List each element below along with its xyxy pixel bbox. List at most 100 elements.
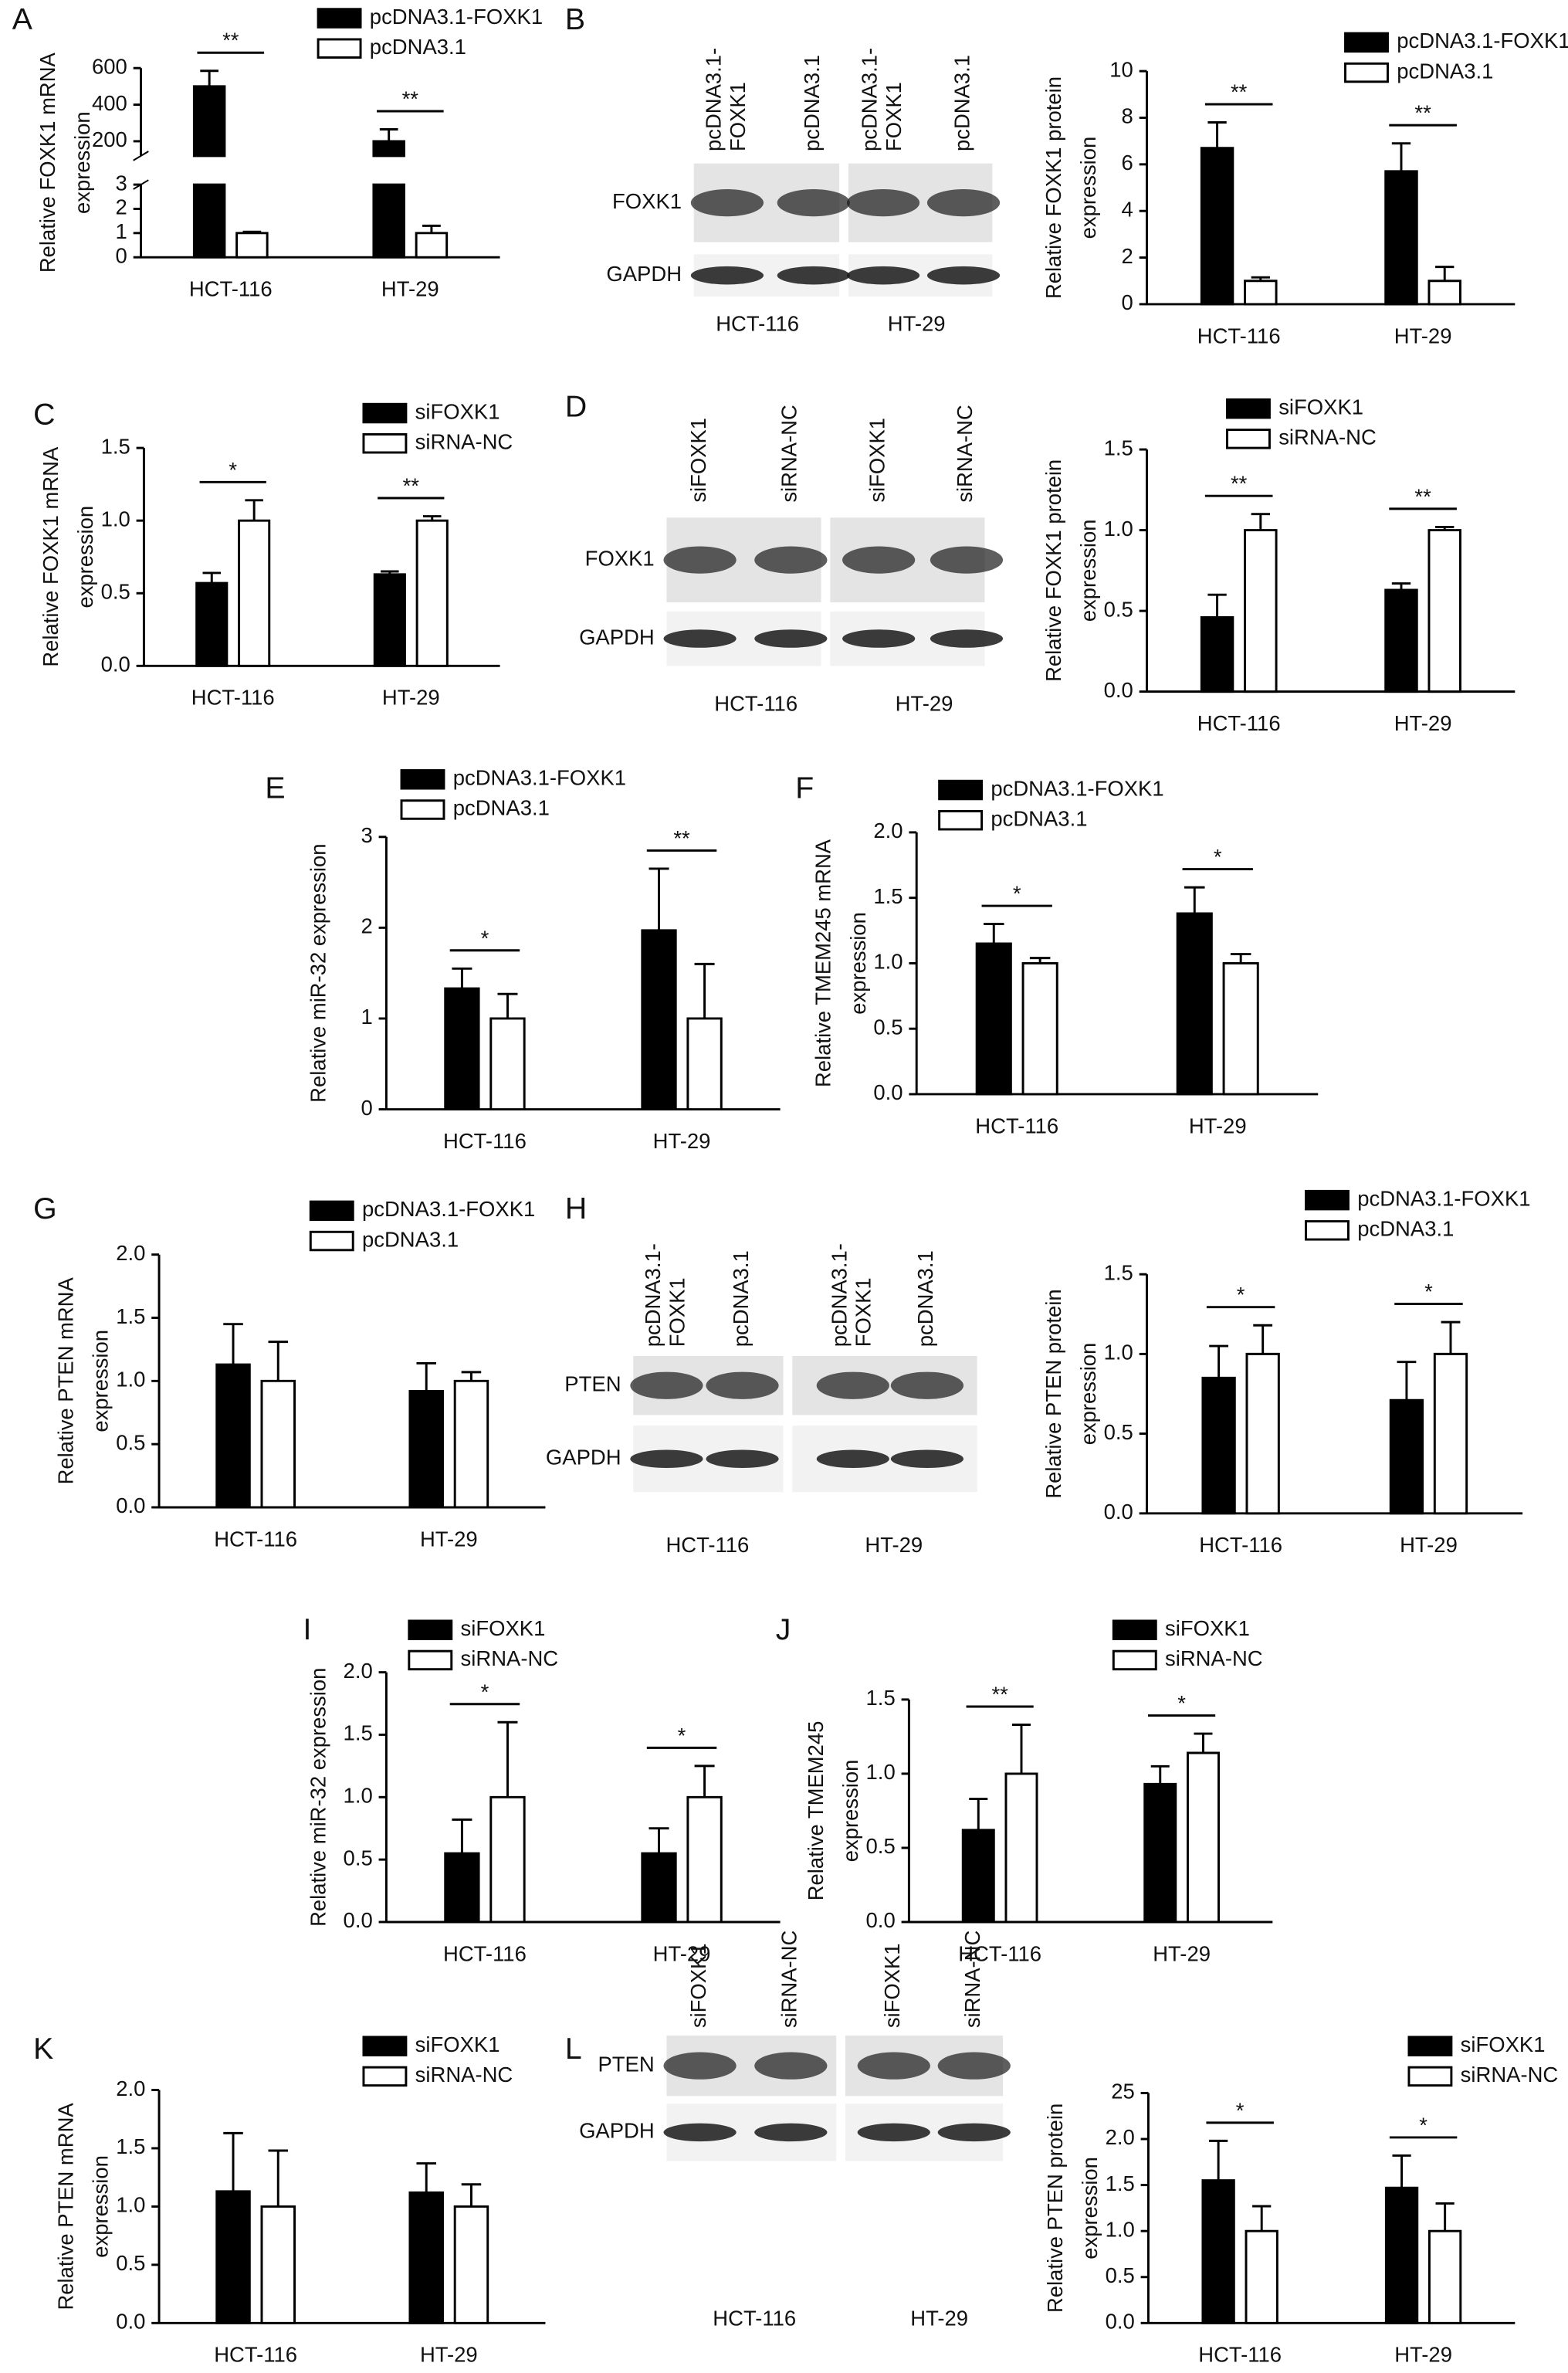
- y-tick-label: 0: [361, 1096, 372, 1120]
- significance-label: **: [1231, 80, 1248, 104]
- legend-swatch: [400, 769, 445, 790]
- bar: [235, 232, 269, 259]
- bar: [195, 581, 229, 667]
- bar: [1200, 616, 1234, 693]
- chart-panel: K 0.0 0.5 1.0 1.5 2.0 Relative PTEN mRNA expres…: [33, 2032, 546, 2367]
- blot-band: [690, 266, 764, 285]
- bar: [641, 1852, 677, 1924]
- y-tick-label: 2: [361, 914, 372, 938]
- y-tick-label: 1.5: [101, 434, 130, 458]
- y-axis-label: Relative FOXK1 mRNA: [39, 446, 63, 667]
- lane-label: pcDNA3.1-: [701, 48, 725, 151]
- y-tick-label: 0.0: [866, 1908, 896, 1932]
- legend-label: pcDNA3.1: [991, 806, 1087, 830]
- y-tick-label: 1.0: [1104, 1341, 1133, 1364]
- protein-label: GAPDH: [579, 625, 655, 649]
- blot-band: [754, 2123, 828, 2142]
- bar: [1201, 2179, 1235, 2324]
- x-tick-label: HCT-116: [1198, 2343, 1282, 2367]
- legend-label: siFOXK1: [1165, 1616, 1250, 1640]
- legend-label: siRNA-NC: [1278, 425, 1377, 449]
- y-axis-label: expression: [73, 506, 97, 609]
- x-tick-label: HT-29: [1153, 1941, 1211, 1965]
- bar: [1384, 170, 1418, 306]
- y-axis-label: expression: [1076, 520, 1100, 622]
- y-axis-label: Relative FOXK1 protein: [1041, 76, 1065, 299]
- x-tick-label: HCT-116: [1197, 711, 1281, 735]
- y-tick-label: 25: [1111, 2080, 1135, 2103]
- y-tick-label: 10: [1109, 57, 1133, 81]
- cell-line-label: HT-29: [865, 1533, 923, 1557]
- bar: [1427, 529, 1461, 693]
- legend-swatch: [362, 2066, 408, 2087]
- y-axis-label: Relative TMEM245: [804, 1721, 828, 1901]
- x-tick-label: HCT-116: [958, 1941, 1041, 1965]
- y-tick-label: 2: [1122, 244, 1133, 268]
- lane-label: pcDNA3.1: [729, 1250, 753, 1347]
- legend-label: siRNA-NC: [461, 1646, 559, 1670]
- x-tick-label: HT-29: [1189, 1114, 1247, 1137]
- protein-label: GAPDH: [579, 2119, 655, 2143]
- chart-panel: L 0.0 0.5 1.0 1.5 2.0 25 Relative PTEN protein e…: [565, 2032, 1558, 2367]
- y-tick-label: 1.0: [1104, 517, 1133, 541]
- significance-label: **: [402, 87, 419, 111]
- x-tick-label: HCT-116: [443, 1941, 527, 1965]
- significance-label: *: [481, 926, 489, 950]
- x-tick-label: HT-29: [420, 1527, 478, 1551]
- cell-line-label: HT-29: [888, 312, 946, 336]
- chart-panel: B 0 2 4 6 8 10 Relative FOXK1 protein expression…: [565, 2, 1568, 347]
- y-tick-label: 0.0: [116, 2310, 145, 2334]
- significance-label: *: [481, 1680, 489, 1703]
- blot-band: [890, 1449, 964, 1469]
- y-tick-label: 1.0: [116, 2193, 145, 2217]
- x-tick-label: HT-29: [1400, 1533, 1458, 1557]
- x-tick-label: HT-29: [1394, 2343, 1452, 2367]
- bar: [1143, 1782, 1177, 1924]
- legend-swatch: [1226, 398, 1271, 419]
- significance-label: **: [403, 474, 420, 498]
- bar: [415, 519, 449, 667]
- legend-swatch: [1112, 1619, 1157, 1640]
- y-axis-label: Relative FOXK1 protein: [1041, 459, 1065, 682]
- blot-band: [937, 2123, 1011, 2142]
- y-axis-label: expression: [1076, 1343, 1100, 1446]
- y-tick-label: 1.5: [1104, 1260, 1133, 1284]
- blot-band: [937, 2052, 1011, 2080]
- cell-line-label: HCT-116: [714, 692, 798, 716]
- bar: [453, 1379, 489, 1509]
- chart-panel: E 0 1 2 3 Relative miR-32 expression pcDNA3.1-…: [265, 766, 781, 1153]
- bar: [1384, 2186, 1419, 2324]
- blot-band: [663, 546, 737, 574]
- blot-band: [777, 188, 850, 217]
- bar: [1222, 961, 1259, 1096]
- y-tick-label: 600: [92, 54, 127, 78]
- y-tick-label: 0.5: [344, 1846, 373, 1870]
- significance-label: *: [1013, 882, 1021, 906]
- panel-letter: D: [565, 390, 587, 424]
- significance-label: *: [1237, 1283, 1245, 1307]
- x-tick-label: HT-29: [381, 277, 439, 301]
- bar: [1021, 961, 1058, 1096]
- legend-label: pcDNA3.1-FOXK1: [1357, 1186, 1530, 1210]
- blot-band: [663, 2123, 737, 2142]
- legend-label: siRNA-NC: [415, 2063, 513, 2087]
- significance-label: *: [1177, 1691, 1186, 1715]
- legend-swatch: [400, 799, 445, 820]
- y-tick-label: 0: [1122, 290, 1133, 314]
- cell-line-label: HT-29: [910, 2307, 968, 2331]
- blot-band: [857, 2052, 930, 2080]
- legend-label: siFOXK1: [415, 2032, 500, 2056]
- significance-label: *: [1236, 2098, 1245, 2122]
- bar: [1244, 280, 1278, 306]
- bar: [260, 2205, 296, 2324]
- y-tick-label: 0.0: [1106, 2310, 1135, 2334]
- blot-band: [754, 2052, 828, 2080]
- y-tick-label: 1: [116, 219, 127, 243]
- x-tick-label: HT-29: [382, 686, 440, 710]
- lane-label: pcDNA3.1: [950, 55, 974, 151]
- y-tick-label: 0.0: [873, 1080, 903, 1104]
- y-tick-label: 6: [1122, 151, 1133, 175]
- bar: [260, 1379, 296, 1509]
- bar: [1186, 1751, 1220, 1924]
- legend-swatch: [1344, 32, 1389, 53]
